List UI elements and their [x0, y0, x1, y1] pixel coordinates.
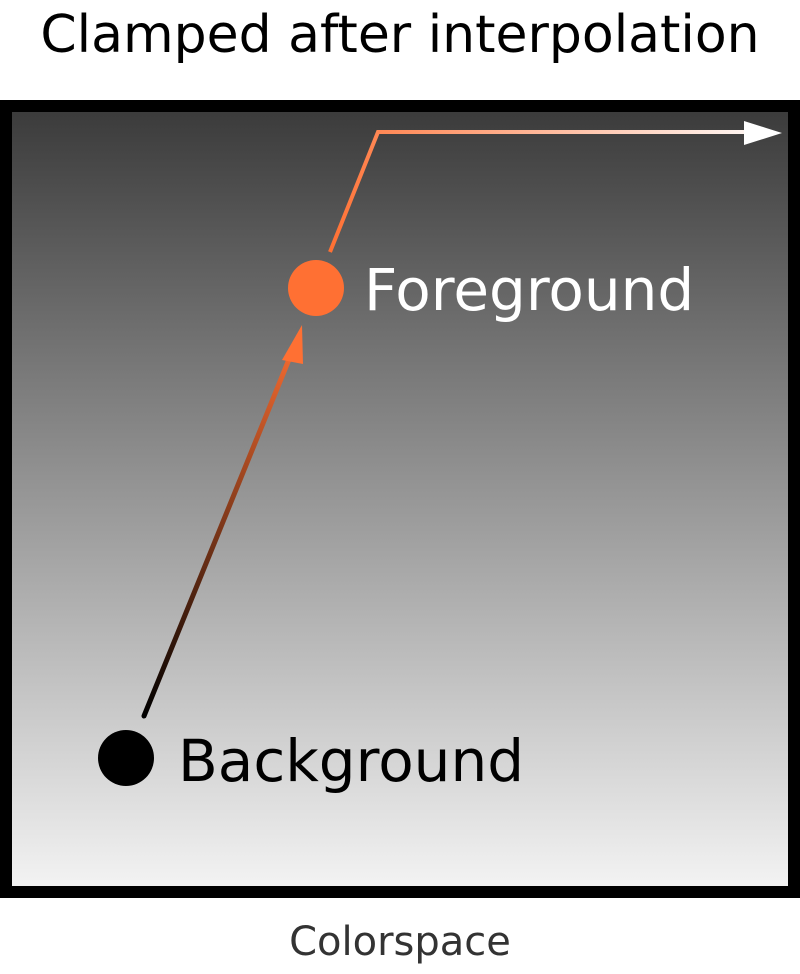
background-point — [98, 730, 154, 786]
foreground-point — [288, 260, 344, 316]
interpolation-arrowhead — [282, 325, 303, 364]
diagram-title: Clamped after interpolation — [40, 5, 760, 65]
interpolation-arrow-line — [141, 349, 295, 719]
foreground-label: Foreground — [364, 256, 694, 324]
clamped-path-arrowhead — [744, 121, 782, 145]
clamped-path-line — [328, 130, 754, 253]
colorspace-caption: Colorspace — [289, 919, 511, 965]
background-label: Background — [178, 727, 524, 795]
